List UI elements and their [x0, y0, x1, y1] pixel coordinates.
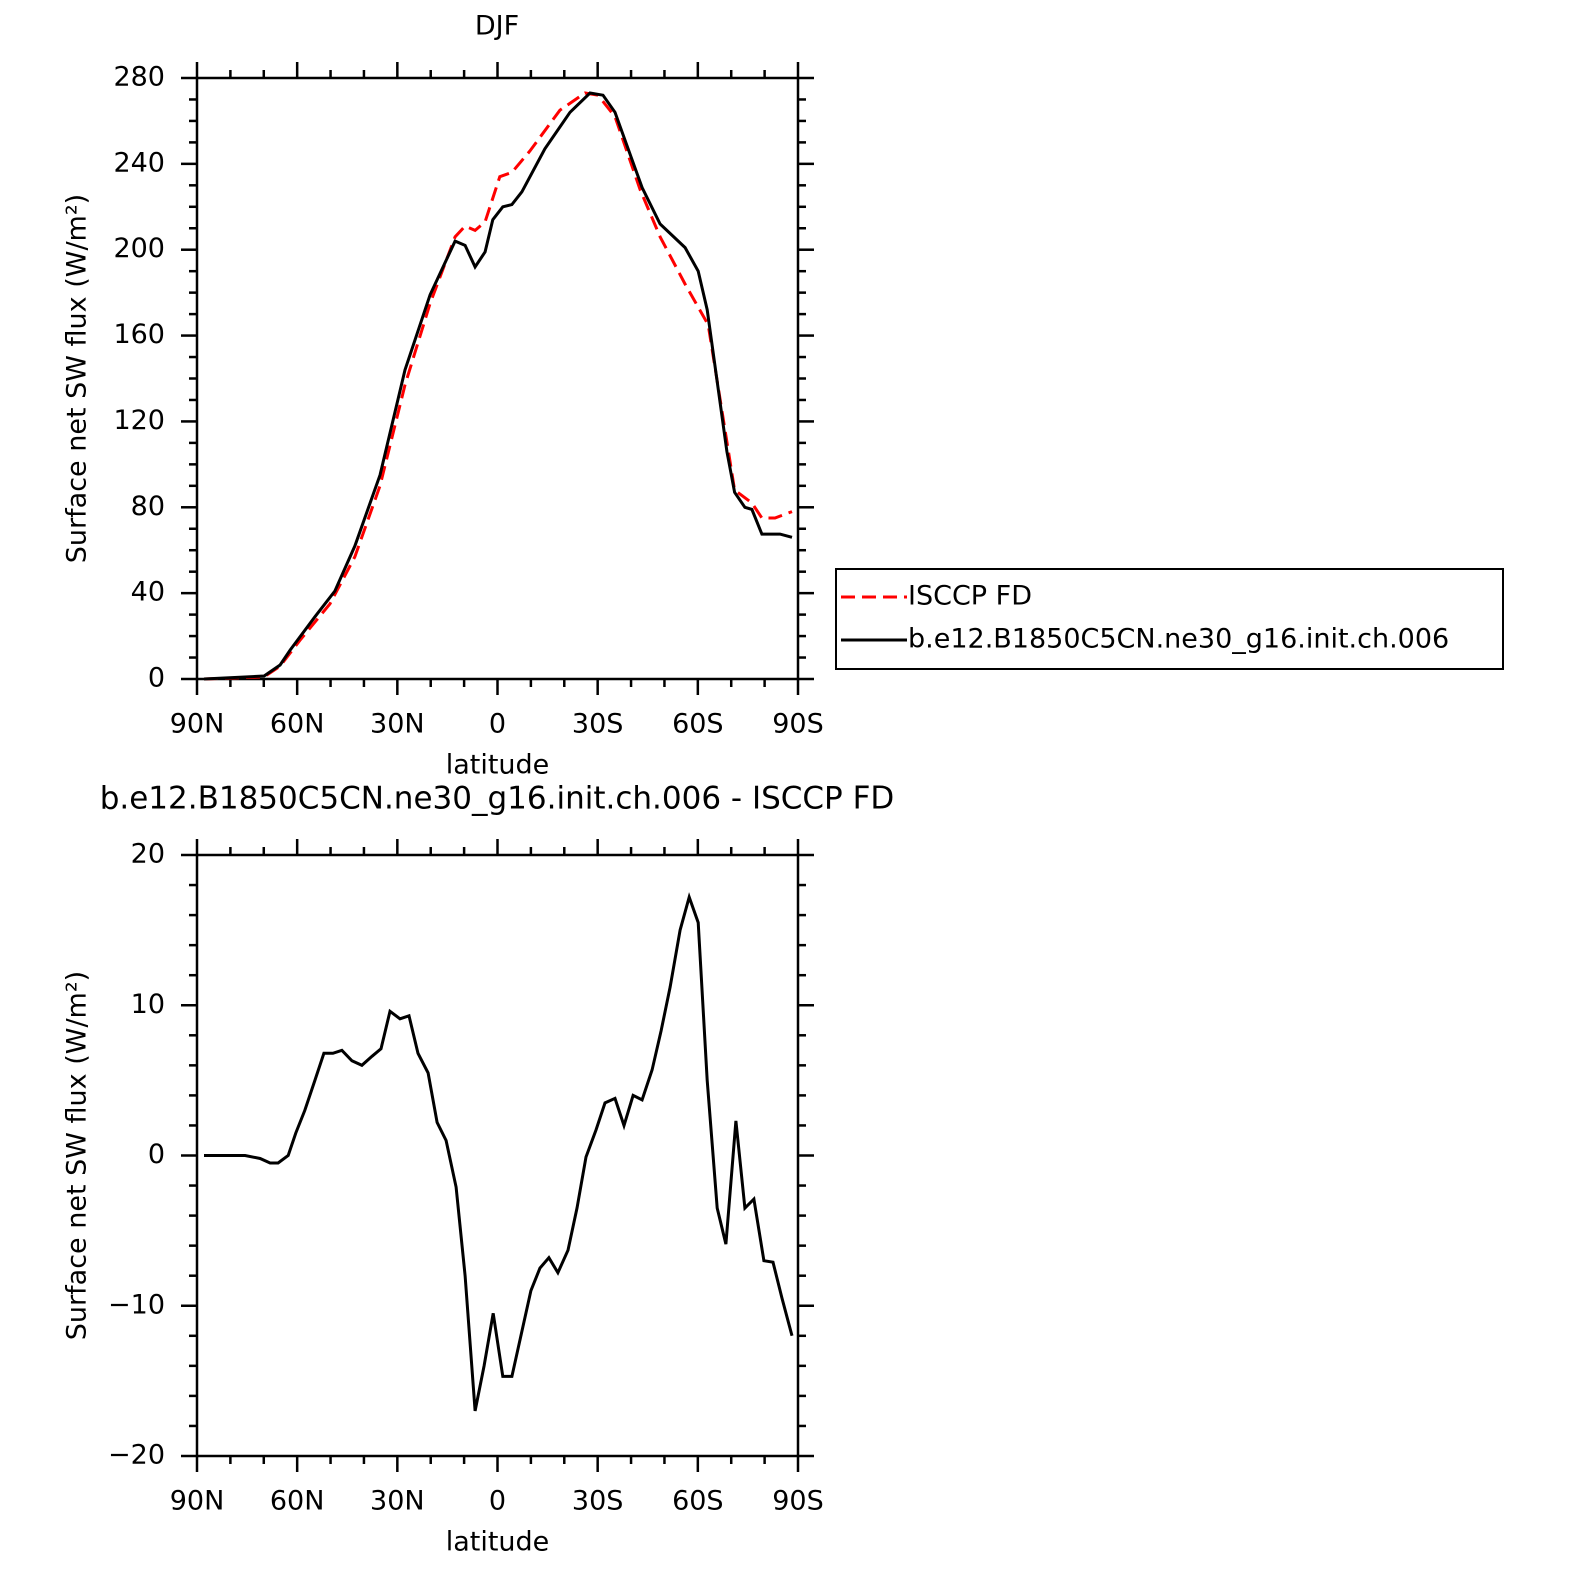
data-line [204, 892, 794, 1412]
y-tick-label: 120 [113, 405, 165, 436]
data-line [203, 91, 793, 681]
x-tick-label: 60N [270, 709, 325, 740]
x-tick-label: 0 [489, 709, 506, 740]
y-tick-label: 240 [113, 147, 165, 178]
y-axis-label: Surface net SW flux (W/m²) [62, 194, 93, 563]
y-tick-label: −20 [108, 1440, 165, 1471]
y-tick-label: 0 [148, 1139, 165, 1170]
y-tick-label: 80 [131, 491, 165, 522]
x-tick-label: 30N [370, 709, 425, 740]
x-tick-label: 0 [489, 1486, 506, 1517]
y-tick-label: 10 [131, 989, 165, 1020]
x-tick-label: 30S [572, 1486, 624, 1517]
x-tick-label: 90N [170, 709, 225, 740]
data-line [203, 91, 793, 681]
y-tick-label: 160 [113, 319, 165, 350]
legend-box [835, 568, 1504, 670]
y-tick-label: 20 [131, 839, 165, 870]
y-tick-label: 280 [113, 62, 165, 93]
y-tick-label: 40 [131, 577, 165, 608]
x-axis-label: latitude [446, 750, 550, 781]
x-axis-label: latitude [446, 1527, 550, 1558]
plot-frame [195, 76, 800, 681]
chart-title: DJF [475, 11, 519, 42]
y-tick-label: 200 [113, 233, 165, 264]
chart-title: b.e12.B1850C5CN.ne30_g16.init.ch.006 - I… [100, 781, 895, 817]
x-tick-label: 60S [672, 709, 724, 740]
y-tick-label: −10 [108, 1289, 165, 1320]
x-tick-label: 90S [772, 709, 824, 740]
x-tick-label: 60S [672, 1486, 724, 1517]
x-tick-label: 90N [170, 1486, 225, 1517]
y-tick-label: 0 [148, 663, 165, 694]
y-axis-label: Surface net SW flux (W/m²) [62, 971, 93, 1340]
x-tick-label: 90S [772, 1486, 824, 1517]
x-tick-label: 30S [572, 709, 624, 740]
legend-label: ISCCP FD [908, 581, 1032, 612]
x-tick-label: 30N [370, 1486, 425, 1517]
legend-label: b.e12.B1850C5CN.ne30_g16.init.ch.006 [908, 624, 1449, 655]
x-tick-label: 60N [270, 1486, 325, 1517]
